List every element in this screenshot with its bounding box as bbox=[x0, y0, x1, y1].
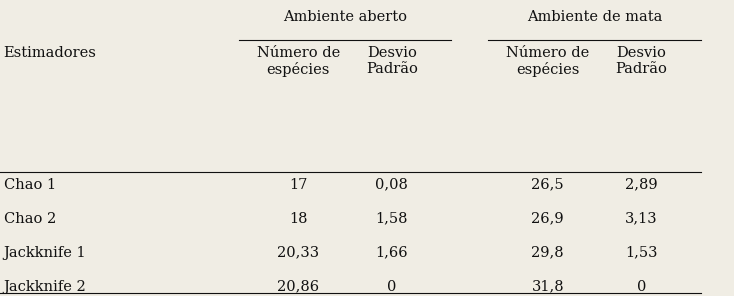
Text: Desvio
Padrão: Desvio Padrão bbox=[366, 46, 418, 76]
Text: 3,13: 3,13 bbox=[625, 212, 658, 226]
Text: 1,66: 1,66 bbox=[376, 246, 408, 260]
Text: Estimadores: Estimadores bbox=[4, 46, 97, 60]
Text: Número de
espécies: Número de espécies bbox=[256, 46, 340, 77]
Text: 1,58: 1,58 bbox=[376, 212, 408, 226]
Text: 20,86: 20,86 bbox=[277, 280, 319, 294]
Text: 29,8: 29,8 bbox=[531, 246, 564, 260]
Text: Chao 1: Chao 1 bbox=[4, 178, 56, 192]
Text: 31,8: 31,8 bbox=[531, 280, 564, 294]
Text: Ambiente de mata: Ambiente de mata bbox=[527, 10, 662, 24]
Text: 26,5: 26,5 bbox=[531, 178, 564, 192]
Text: 20,33: 20,33 bbox=[277, 246, 319, 260]
Text: 17: 17 bbox=[289, 178, 308, 192]
Text: Ambiente aberto: Ambiente aberto bbox=[283, 10, 407, 24]
Text: Jackknife 1: Jackknife 1 bbox=[4, 246, 87, 260]
Text: Chao 2: Chao 2 bbox=[4, 212, 56, 226]
Text: 0,08: 0,08 bbox=[375, 178, 408, 192]
Text: 26,9: 26,9 bbox=[531, 212, 564, 226]
Text: 18: 18 bbox=[289, 212, 308, 226]
Text: 0: 0 bbox=[387, 280, 396, 294]
Text: Número de
espécies: Número de espécies bbox=[506, 46, 589, 77]
Text: 2,89: 2,89 bbox=[625, 178, 658, 192]
Text: Desvio
Padrão: Desvio Padrão bbox=[615, 46, 667, 76]
Text: 0: 0 bbox=[636, 280, 646, 294]
Text: 1,53: 1,53 bbox=[625, 246, 658, 260]
Text: Jackknife 2: Jackknife 2 bbox=[4, 280, 87, 294]
